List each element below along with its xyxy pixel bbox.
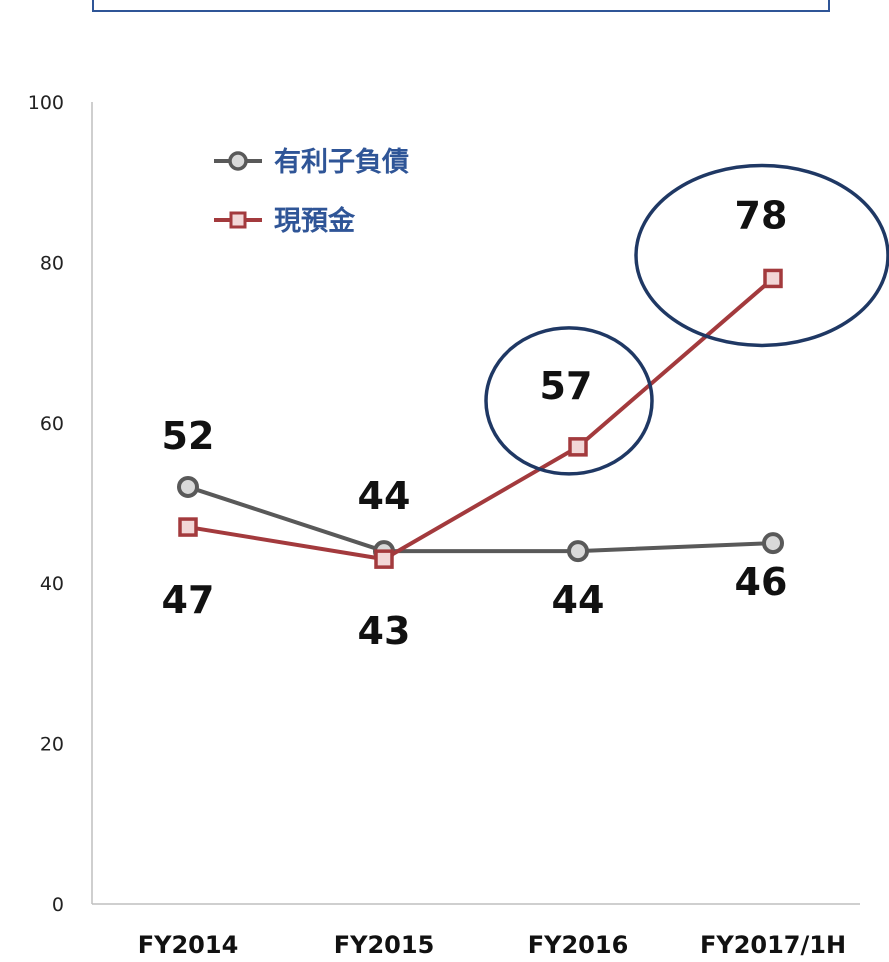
y-tick-label: 20 xyxy=(40,734,64,756)
x-tick-label: FY2016 xyxy=(528,931,629,959)
data-label: 44 xyxy=(552,578,605,622)
x-tick-label: FY2014 xyxy=(138,931,239,959)
y-tick-label: 80 xyxy=(40,252,64,274)
data-point-square xyxy=(374,549,394,569)
series-line-0 xyxy=(187,485,774,554)
y-tick-label: 100 xyxy=(28,92,64,114)
x-tick-label: FY2017/1H xyxy=(700,931,846,959)
x-tick-label: FY2015 xyxy=(334,931,435,959)
data-point-square xyxy=(178,517,198,537)
y-tick-label: 40 xyxy=(40,573,64,595)
y-tick-label: 0 xyxy=(52,894,64,916)
legend-label-1: 現預金 xyxy=(274,205,356,237)
title-box xyxy=(92,0,830,12)
legend-label-0: 有利子負債 xyxy=(274,147,409,178)
data-label: 44 xyxy=(358,474,411,518)
data-point-circle xyxy=(567,540,589,563)
data-point-circle xyxy=(177,475,199,498)
data-label: 47 xyxy=(162,578,215,622)
series-line-1 xyxy=(187,276,775,562)
data-label: 46 xyxy=(735,560,788,604)
data-point-square xyxy=(763,268,783,289)
legend-marker-circle xyxy=(228,151,248,171)
highlight-ellipse xyxy=(634,163,889,348)
data-point-circle xyxy=(762,532,784,555)
data-label: 78 xyxy=(735,193,788,237)
highlight-ellipse xyxy=(484,326,654,476)
data-point-square xyxy=(568,437,588,457)
y-tick-label: 60 xyxy=(40,413,64,435)
data-label: 57 xyxy=(540,364,593,408)
data-label: 43 xyxy=(358,609,411,653)
legend-marker-square xyxy=(229,211,247,229)
data-label: 52 xyxy=(162,414,215,458)
